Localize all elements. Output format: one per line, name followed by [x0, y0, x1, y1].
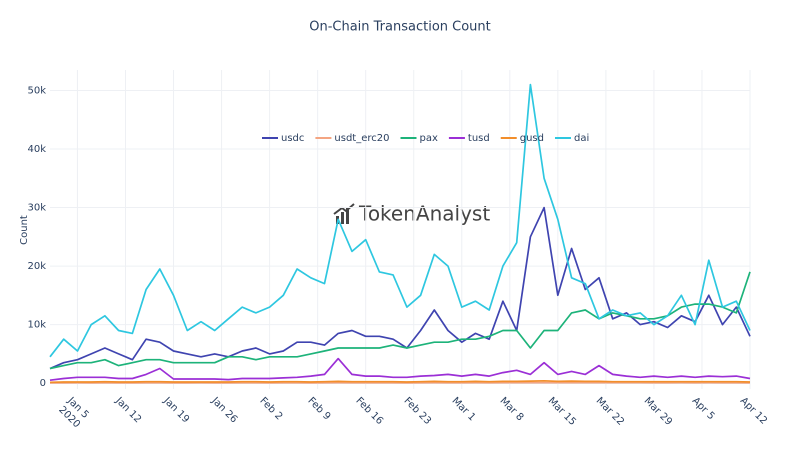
x-tick-label: Feb 16: [353, 395, 385, 427]
series-line: [49, 271, 751, 370]
x-tick-label: Mar 1: [450, 395, 478, 423]
x-tick-label: Jan 26: [209, 395, 240, 426]
y-tick-label: 20k: [27, 261, 46, 272]
x-tick-label: Feb 2: [257, 395, 284, 422]
y-tick-label: 40k: [27, 144, 46, 155]
series-line: [49, 83, 751, 358]
y-tick-label: 50k: [27, 85, 46, 96]
legend-label: tusd: [468, 133, 490, 144]
x-tick-label: Jan 12: [113, 395, 144, 426]
legend-label: usdc: [281, 133, 304, 144]
legend-label: pax: [420, 133, 438, 144]
y-tick-label: 0: [40, 378, 46, 389]
series-line: [49, 379, 751, 384]
legend-label: gusd: [520, 133, 544, 144]
series-line: [49, 357, 751, 382]
legend-label: dai: [574, 133, 589, 144]
x-tick-label: Jan 19: [161, 395, 192, 426]
legend-label: usdt_erc20: [334, 133, 389, 144]
series-line: [49, 206, 751, 370]
watermark: TokenAnalyst: [358, 202, 490, 226]
chart-title: On-Chain Transaction Count: [309, 20, 491, 35]
x-tick-label: Mar 22: [594, 395, 626, 427]
x-tick-label: Apr 5: [690, 395, 717, 422]
x-tick-label: Feb 23: [401, 395, 433, 427]
x-tick-label: Mar 15: [546, 395, 578, 427]
x-tick-label: Mar 8: [498, 395, 526, 423]
x-tick-label: Apr 12: [738, 395, 769, 426]
x-tick-label: Mar 29: [642, 395, 674, 427]
y-axis-title: Count: [19, 215, 30, 245]
y-tick-label: 10k: [27, 320, 46, 331]
y-tick-label: 30k: [27, 203, 46, 214]
x-tick-label: Feb 9: [305, 395, 332, 422]
